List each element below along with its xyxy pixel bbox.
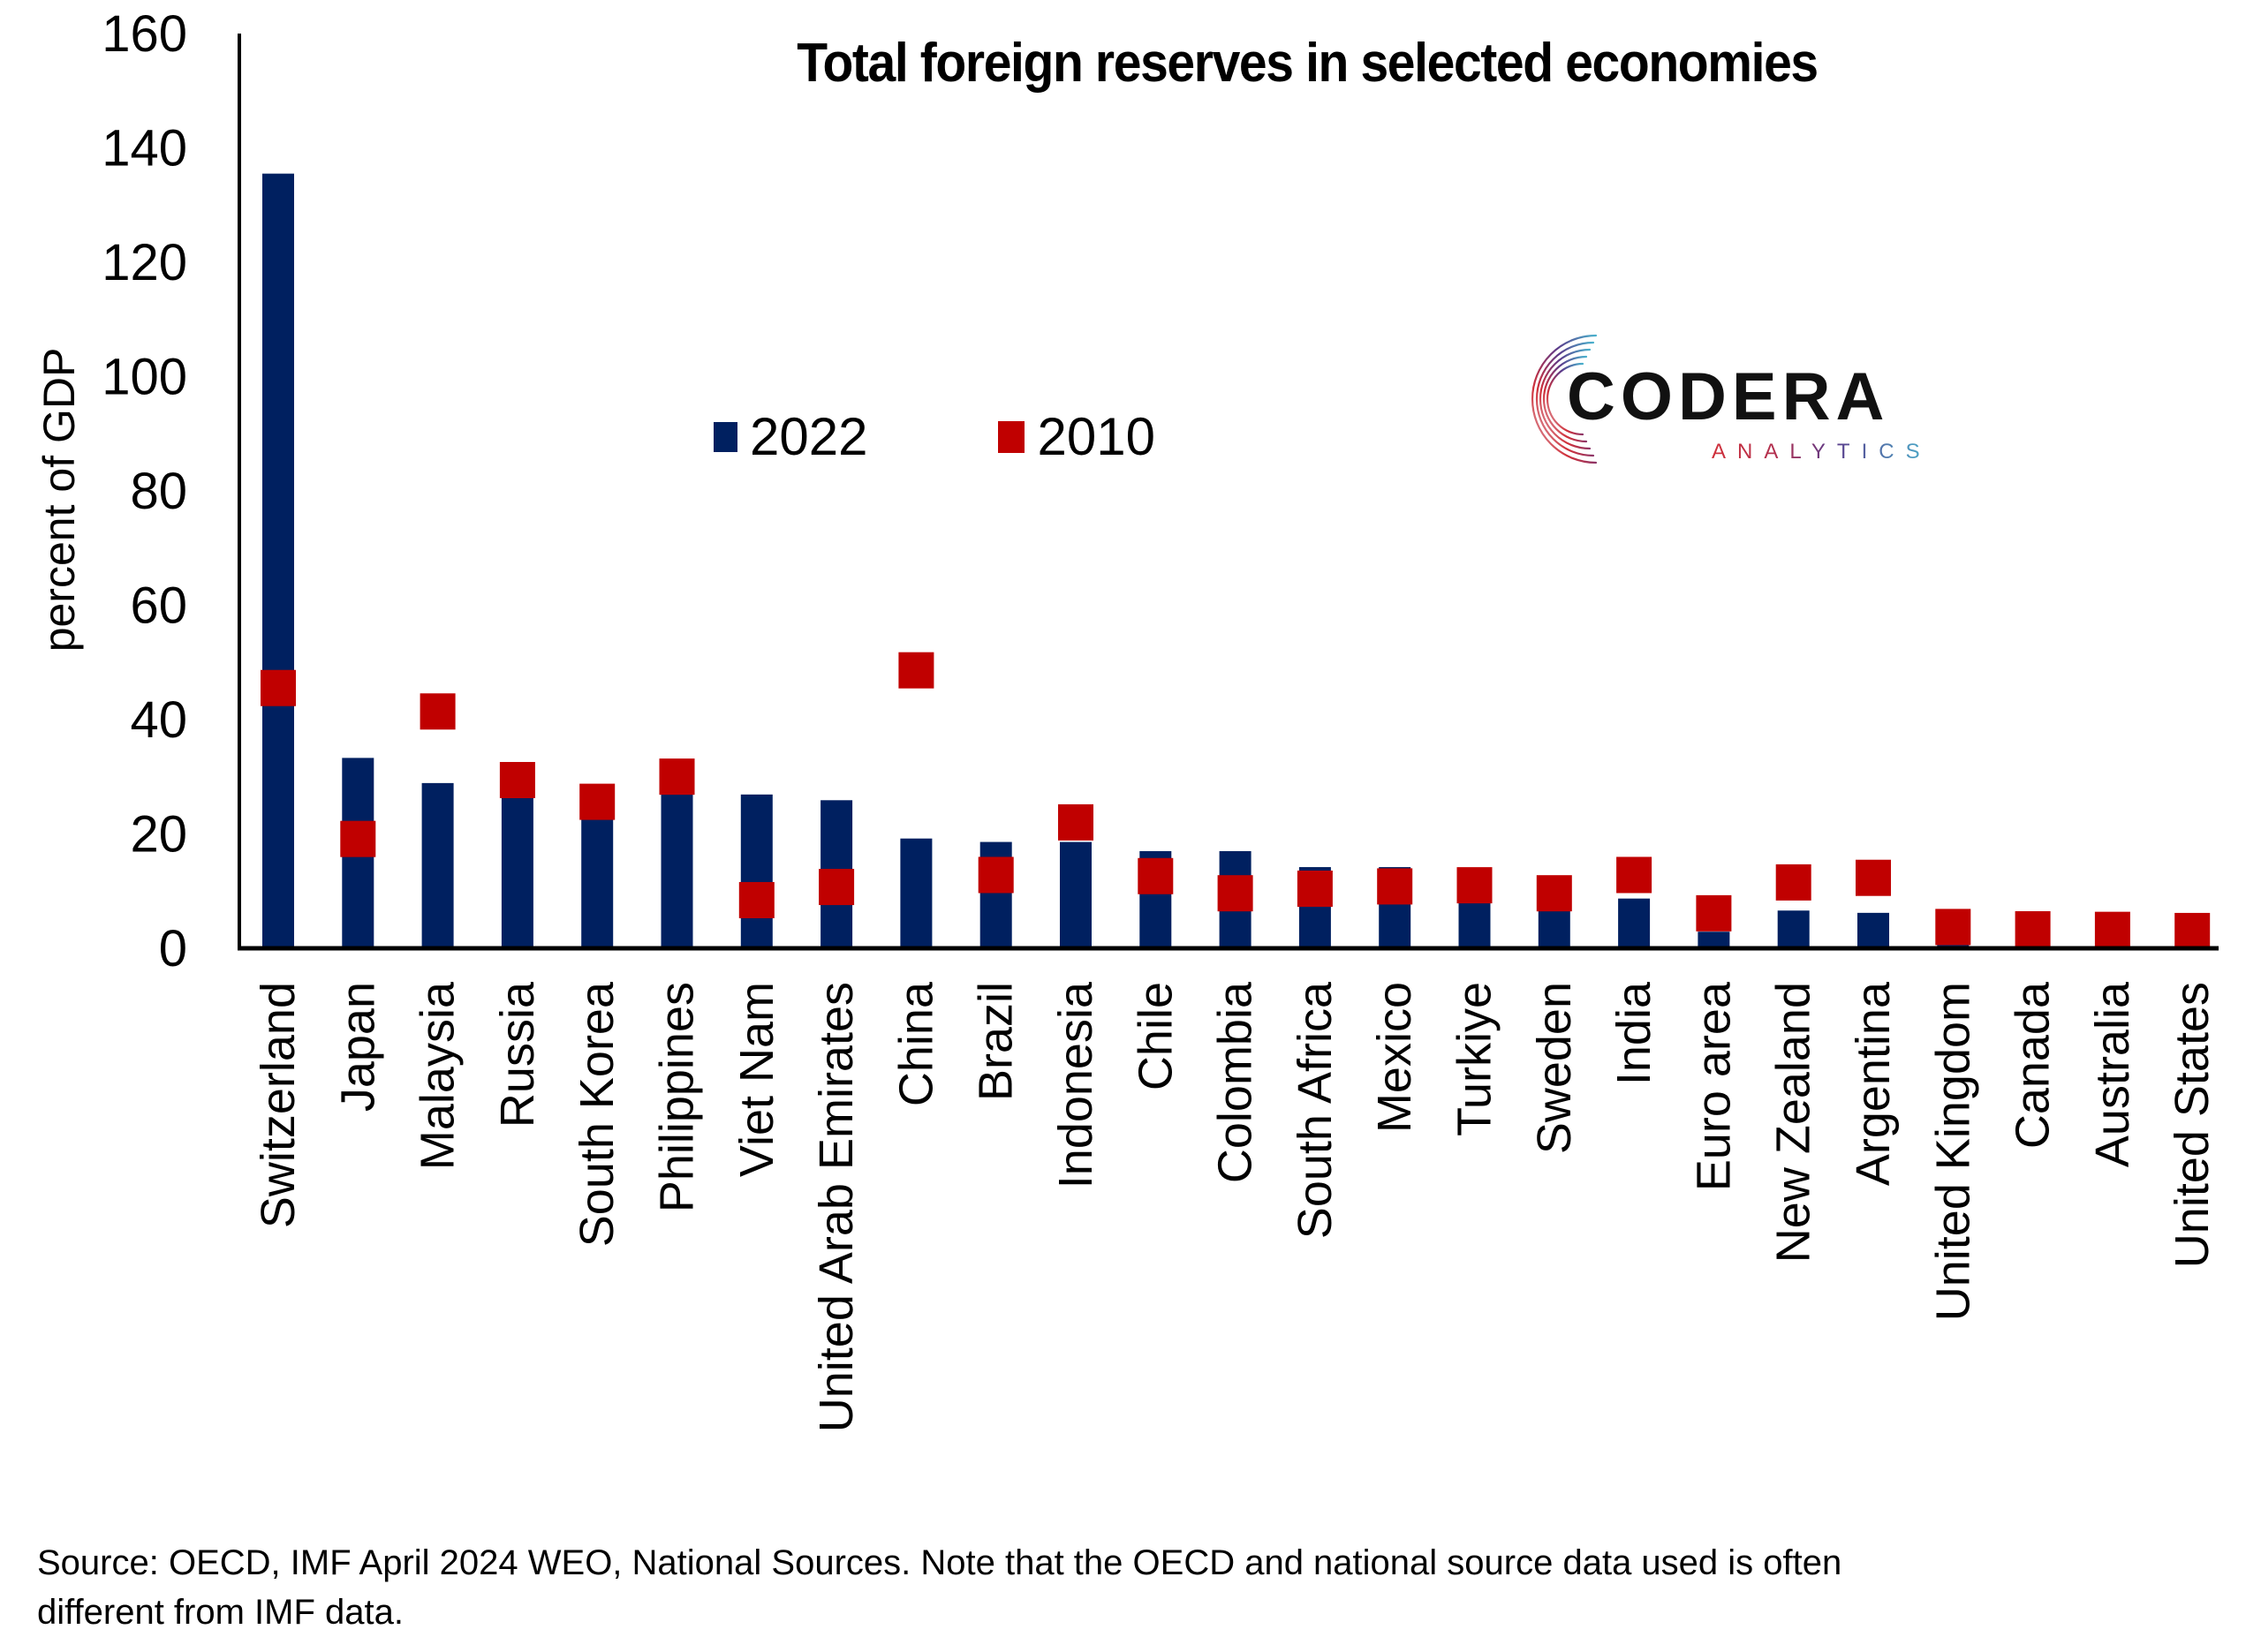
- marker-2010-south-africa: [1297, 871, 1333, 908]
- marker-2010-mexico: [1377, 868, 1413, 905]
- y-tick-label: 0: [159, 920, 187, 977]
- bar-2022-philippines: [661, 794, 693, 948]
- x-tick-label: Viet Nam: [730, 982, 783, 1177]
- y-tick-label: 20: [130, 806, 187, 864]
- x-tick-label: Colombia: [1209, 981, 1262, 1183]
- marker-2010-canada: [2015, 910, 2051, 947]
- x-axis-labels: Switzerland Japan Malaysia Russia South Kore…: [252, 981, 2219, 1432]
- x-tick-label: Canada: [2007, 981, 2060, 1149]
- marker-2010-turkiye: [1456, 867, 1493, 904]
- x-tick-label: South Korea: [571, 981, 624, 1247]
- bar-2022-china: [900, 838, 933, 948]
- bar-2022-south-korea: [581, 817, 614, 948]
- bar-2022-russia: [501, 794, 533, 948]
- bar-2022-malaysia: [421, 782, 454, 948]
- legend-swatch-2010: [998, 420, 1025, 453]
- x-tick-label: United States: [2166, 982, 2219, 1268]
- legend: 2022 2010: [714, 406, 1286, 467]
- marker-2010-brazil: [978, 856, 1014, 894]
- marker-2010-south-korea: [579, 783, 616, 820]
- x-tick-label: China: [889, 981, 942, 1106]
- bar-2022-euro-area: [1698, 932, 1730, 948]
- chart-title: Total foreign reserves in selected econo…: [797, 33, 1819, 94]
- circuit-arc-icon: [1531, 334, 1598, 464]
- x-tick-label: Turkiye: [1448, 982, 1501, 1136]
- y-tick-label: 120: [102, 234, 187, 291]
- y-tick-label: 80: [130, 463, 187, 520]
- marker-2010-switzerland: [261, 669, 296, 706]
- y-axis-ticks: 0 20 40 60 80 100 120 140 160: [102, 5, 187, 977]
- legend-item-2022: 2022: [714, 406, 867, 467]
- marker-2010-united-arab-emirates: [819, 869, 855, 906]
- codera-analytics-logo: CODERA ANALYTICS: [1512, 328, 1927, 470]
- x-tick-label: Argentina: [1847, 981, 1900, 1186]
- series-2022-bars: [262, 173, 2049, 948]
- x-tick-label: Brazil: [970, 982, 1023, 1101]
- marker-2010-colombia: [1217, 875, 1253, 912]
- bar-2022-viet-nam: [740, 794, 773, 948]
- marker-2010-new-zealand: [1775, 864, 1811, 901]
- marker-2010-russia: [499, 761, 535, 798]
- marker-2010-malaysia: [420, 693, 456, 730]
- source-footnote: Source: OECD, IMF April 2024 WEO, Nation…: [37, 1538, 2227, 1637]
- x-tick-label: United Arab Emirates: [810, 982, 863, 1432]
- marker-2010-chile: [1138, 857, 1174, 894]
- x-tick-label: Philippines: [651, 982, 704, 1212]
- x-tick-label: Indonesia: [1049, 981, 1102, 1188]
- legend-label-2022: 2022: [750, 407, 868, 466]
- x-tick-label: Switzerland: [252, 982, 305, 1228]
- series-2010-markers: [261, 652, 2211, 949]
- logo-wordmark: CODERA: [1567, 359, 1890, 434]
- y-tick-label: 160: [102, 5, 187, 63]
- marker-2010-viet-nam: [738, 881, 775, 918]
- y-tick-label: 40: [130, 691, 187, 749]
- y-tick-label: 140: [102, 120, 187, 177]
- marker-2010-philippines: [659, 758, 695, 796]
- legend-item-2010: 2010: [998, 406, 1155, 467]
- y-tick-label: 60: [130, 577, 187, 635]
- marker-2010-euro-area: [1696, 894, 1732, 932]
- bar-2022-switzerland: [262, 173, 294, 948]
- marker-2010-sweden: [1536, 875, 1572, 912]
- x-tick-label: Russia: [491, 981, 544, 1128]
- marker-2010-india: [1616, 856, 1652, 894]
- y-tick-label: 100: [102, 349, 187, 406]
- x-tick-label: Euro area: [1687, 981, 1740, 1191]
- marker-2010-japan: [340, 820, 376, 857]
- footnote-line-2: different from IMF data.: [37, 1593, 404, 1632]
- bar-2022-indonesia: [1060, 841, 1092, 948]
- marker-2010-china: [898, 652, 934, 689]
- bar-2022-argentina: [1857, 912, 1889, 948]
- bar-2022-new-zealand: [1777, 910, 1810, 948]
- x-tick-label: Sweden: [1528, 982, 1581, 1154]
- x-tick-label: Malaysia: [412, 981, 465, 1170]
- marker-2010-indonesia: [1058, 803, 1093, 841]
- x-tick-label: Australia: [2086, 981, 2139, 1167]
- legend-swatch-2022: [714, 421, 737, 452]
- bar-2022-india: [1618, 898, 1651, 948]
- marker-2010-united-kingdom: [1935, 909, 1971, 946]
- marker-2010-united-states: [2174, 912, 2211, 949]
- x-tick-label: Chile: [1129, 982, 1182, 1090]
- x-tick-label: South Africa: [1289, 981, 1342, 1239]
- x-tick-label: Japan: [331, 982, 384, 1112]
- x-tick-label: Mexico: [1368, 982, 1421, 1133]
- x-tick-label: India: [1607, 981, 1660, 1085]
- legend-label-2010: 2010: [1037, 407, 1155, 466]
- y-axis-label: percent of GDP: [34, 347, 84, 653]
- footnote-line-1: Source: OECD, IMF April 2024 WEO, Nation…: [37, 1543, 1842, 1582]
- marker-2010-argentina: [1856, 859, 1891, 896]
- logo-subtitle: ANALYTICS: [1712, 440, 1932, 464]
- x-tick-label: New Zealand: [1767, 982, 1820, 1263]
- x-tick-label: United Kingdom: [1926, 982, 1979, 1321]
- marker-2010-australia: [2094, 911, 2130, 948]
